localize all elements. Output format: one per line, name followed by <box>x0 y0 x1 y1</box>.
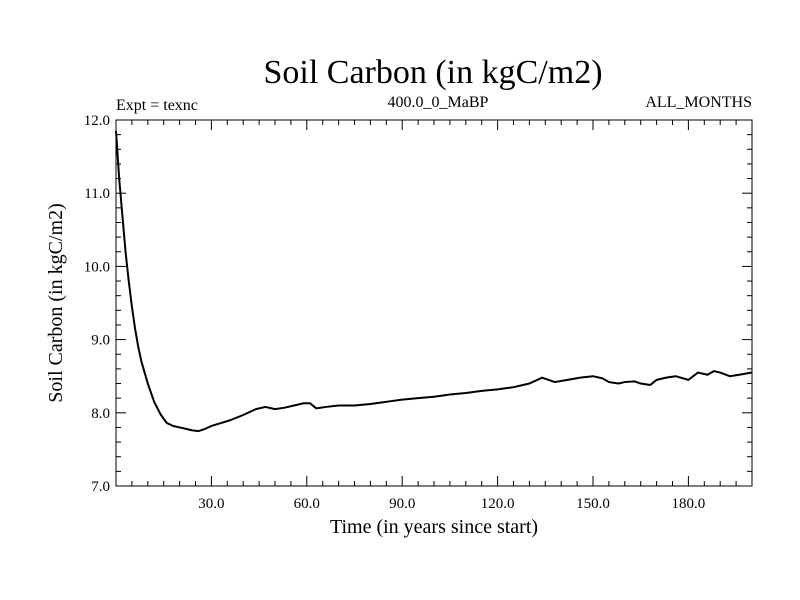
x-tick-label: 90.0 <box>389 496 415 512</box>
y-tick-label: 9.0 <box>91 333 110 349</box>
y-tick-label: 7.0 <box>91 479 110 495</box>
y-tick-label: 10.0 <box>84 259 110 275</box>
plot-area-frame <box>115 119 753 487</box>
period-label: 400.0_0_MaBP <box>388 94 489 111</box>
x-axis-label: Time (in years since start) <box>330 516 538 538</box>
y-tick-label: 12.0 <box>84 113 110 129</box>
x-tick-label: 120.0 <box>481 496 515 512</box>
y-tick-label: 8.0 <box>91 406 110 422</box>
experiment-label: Expt = texnc <box>116 97 198 114</box>
y-tick-label: 11.0 <box>84 186 110 202</box>
x-tick-label: 60.0 <box>294 496 320 512</box>
y-axis-label: Soil Carbon (in kgC/m2) <box>45 203 67 402</box>
x-tick-label: 30.0 <box>198 496 224 512</box>
series-layer <box>115 130 753 433</box>
axis-ticks: 30.0 60.0 90.0 120.0 150.0 180.0 7.0 8.0 9.0 10.0… <box>84 113 752 512</box>
chart-title: Soil Carbon (in kgC/m2) <box>263 54 602 91</box>
series-line <box>115 130 753 433</box>
months-label: ALL_MONTHS <box>645 94 752 111</box>
x-tick-label: 150.0 <box>576 496 610 512</box>
x-tick-label: 180.0 <box>672 496 706 512</box>
